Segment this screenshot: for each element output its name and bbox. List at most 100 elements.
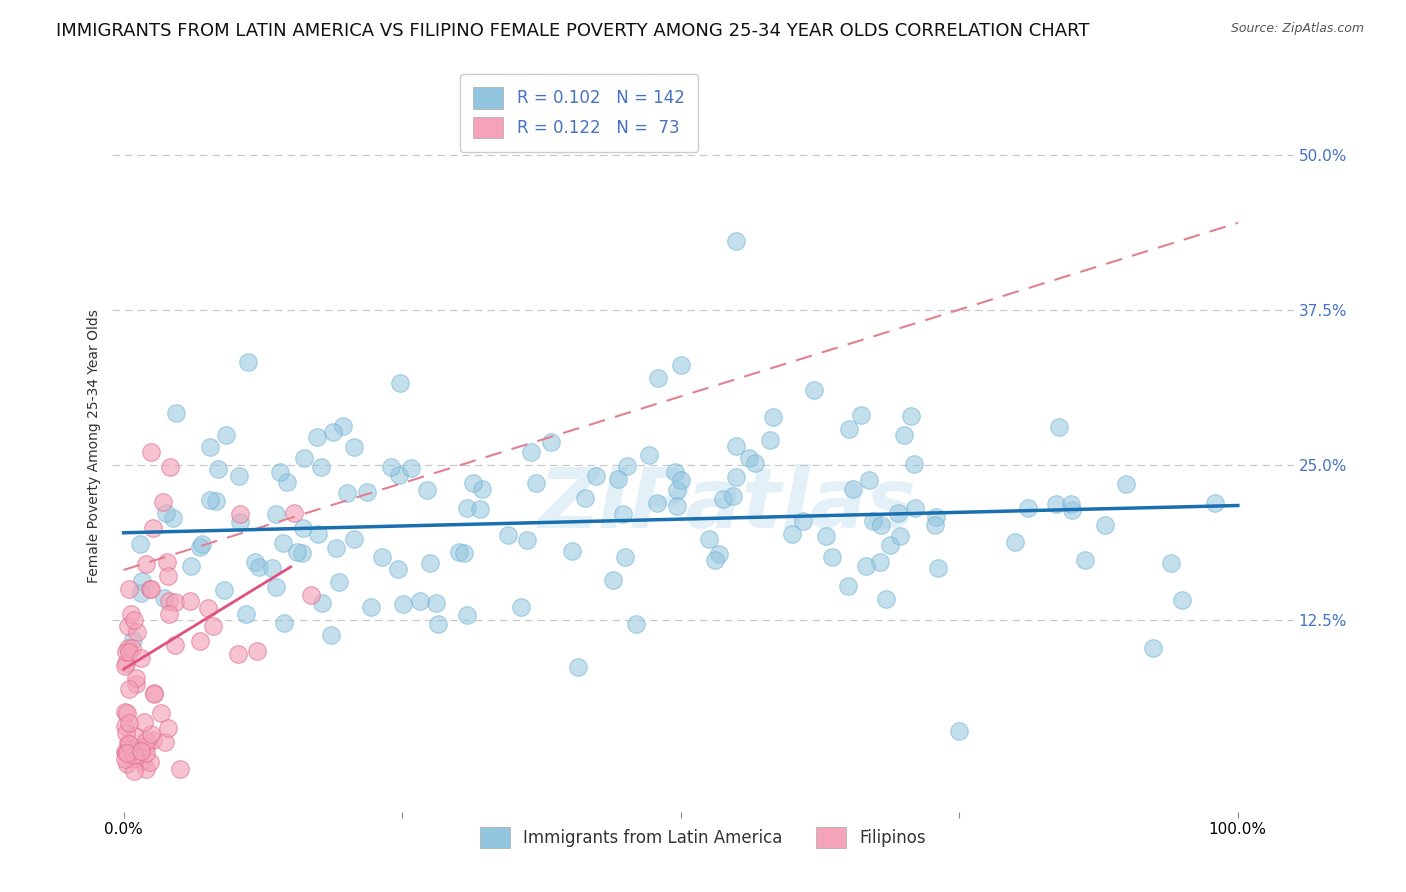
Point xyxy=(607,472,630,486)
Point xyxy=(131,574,153,588)
Point xyxy=(117,641,139,656)
Point xyxy=(152,591,174,605)
Point xyxy=(124,671,146,685)
Point xyxy=(269,465,291,479)
Point xyxy=(131,754,153,768)
Point xyxy=(889,529,911,543)
Point xyxy=(336,485,359,500)
Point xyxy=(343,533,366,547)
Point xyxy=(721,489,744,503)
Point xyxy=(388,376,411,390)
Point xyxy=(124,748,146,763)
Point xyxy=(135,739,157,753)
Point xyxy=(246,643,269,657)
Point xyxy=(1004,535,1026,549)
Point xyxy=(129,650,152,665)
Point xyxy=(264,580,287,594)
Point xyxy=(228,469,250,483)
Point xyxy=(179,594,201,608)
Point xyxy=(291,546,314,560)
Point xyxy=(117,618,139,632)
Point xyxy=(118,681,141,696)
Point xyxy=(419,556,441,570)
Point xyxy=(849,408,872,422)
Point xyxy=(319,628,342,642)
Point xyxy=(153,734,176,748)
Point xyxy=(602,573,624,587)
Point xyxy=(666,483,689,498)
Point xyxy=(125,744,148,758)
Point xyxy=(118,582,141,596)
Point xyxy=(456,501,478,516)
Point xyxy=(235,607,257,622)
Point xyxy=(163,638,186,652)
Point xyxy=(725,469,748,483)
Point xyxy=(669,359,692,373)
Point xyxy=(247,560,270,574)
Point xyxy=(1160,556,1182,570)
Legend: Immigrants from Latin America, Filipinos: Immigrants from Latin America, Filipinos xyxy=(474,820,932,855)
Point xyxy=(388,468,411,483)
Point xyxy=(427,617,450,632)
Point xyxy=(927,561,949,575)
Point xyxy=(343,440,366,454)
Point xyxy=(260,561,283,575)
Point xyxy=(904,501,927,516)
Point xyxy=(567,660,589,674)
Point xyxy=(165,406,187,420)
Point xyxy=(574,491,596,505)
Point xyxy=(869,555,891,569)
Point xyxy=(821,549,844,564)
Point xyxy=(1204,496,1226,510)
Point xyxy=(461,475,484,490)
Point xyxy=(879,538,901,552)
Point xyxy=(157,569,180,583)
Point xyxy=(453,547,475,561)
Point xyxy=(118,737,141,751)
Point xyxy=(449,544,471,558)
Point xyxy=(387,561,409,575)
Point xyxy=(725,439,748,453)
Point xyxy=(141,727,163,741)
Point xyxy=(142,733,165,747)
Point xyxy=(887,506,910,520)
Point xyxy=(425,596,447,610)
Point xyxy=(322,425,344,439)
Point xyxy=(205,493,228,508)
Point xyxy=(647,371,669,385)
Point xyxy=(762,410,785,425)
Point xyxy=(875,592,897,607)
Point xyxy=(135,558,157,572)
Point xyxy=(120,751,142,765)
Point xyxy=(264,507,287,521)
Point xyxy=(122,632,145,647)
Point xyxy=(114,745,136,759)
Point xyxy=(837,579,859,593)
Point xyxy=(416,483,439,497)
Point xyxy=(124,751,146,765)
Point xyxy=(276,475,298,489)
Point xyxy=(392,597,415,611)
Point xyxy=(1074,553,1097,567)
Point xyxy=(614,549,637,564)
Point xyxy=(156,722,179,736)
Point xyxy=(456,608,478,623)
Point xyxy=(128,536,150,550)
Point xyxy=(292,521,315,535)
Point xyxy=(212,582,235,597)
Point xyxy=(924,510,946,524)
Point xyxy=(114,725,136,739)
Point xyxy=(1115,477,1137,491)
Point xyxy=(585,468,607,483)
Point xyxy=(1060,498,1083,512)
Point xyxy=(229,507,252,521)
Point xyxy=(780,527,803,541)
Point xyxy=(759,433,782,447)
Point xyxy=(371,549,394,564)
Point xyxy=(332,419,354,434)
Point xyxy=(862,514,884,528)
Point xyxy=(271,536,294,550)
Point xyxy=(125,624,148,639)
Point xyxy=(117,736,139,750)
Point xyxy=(855,559,877,574)
